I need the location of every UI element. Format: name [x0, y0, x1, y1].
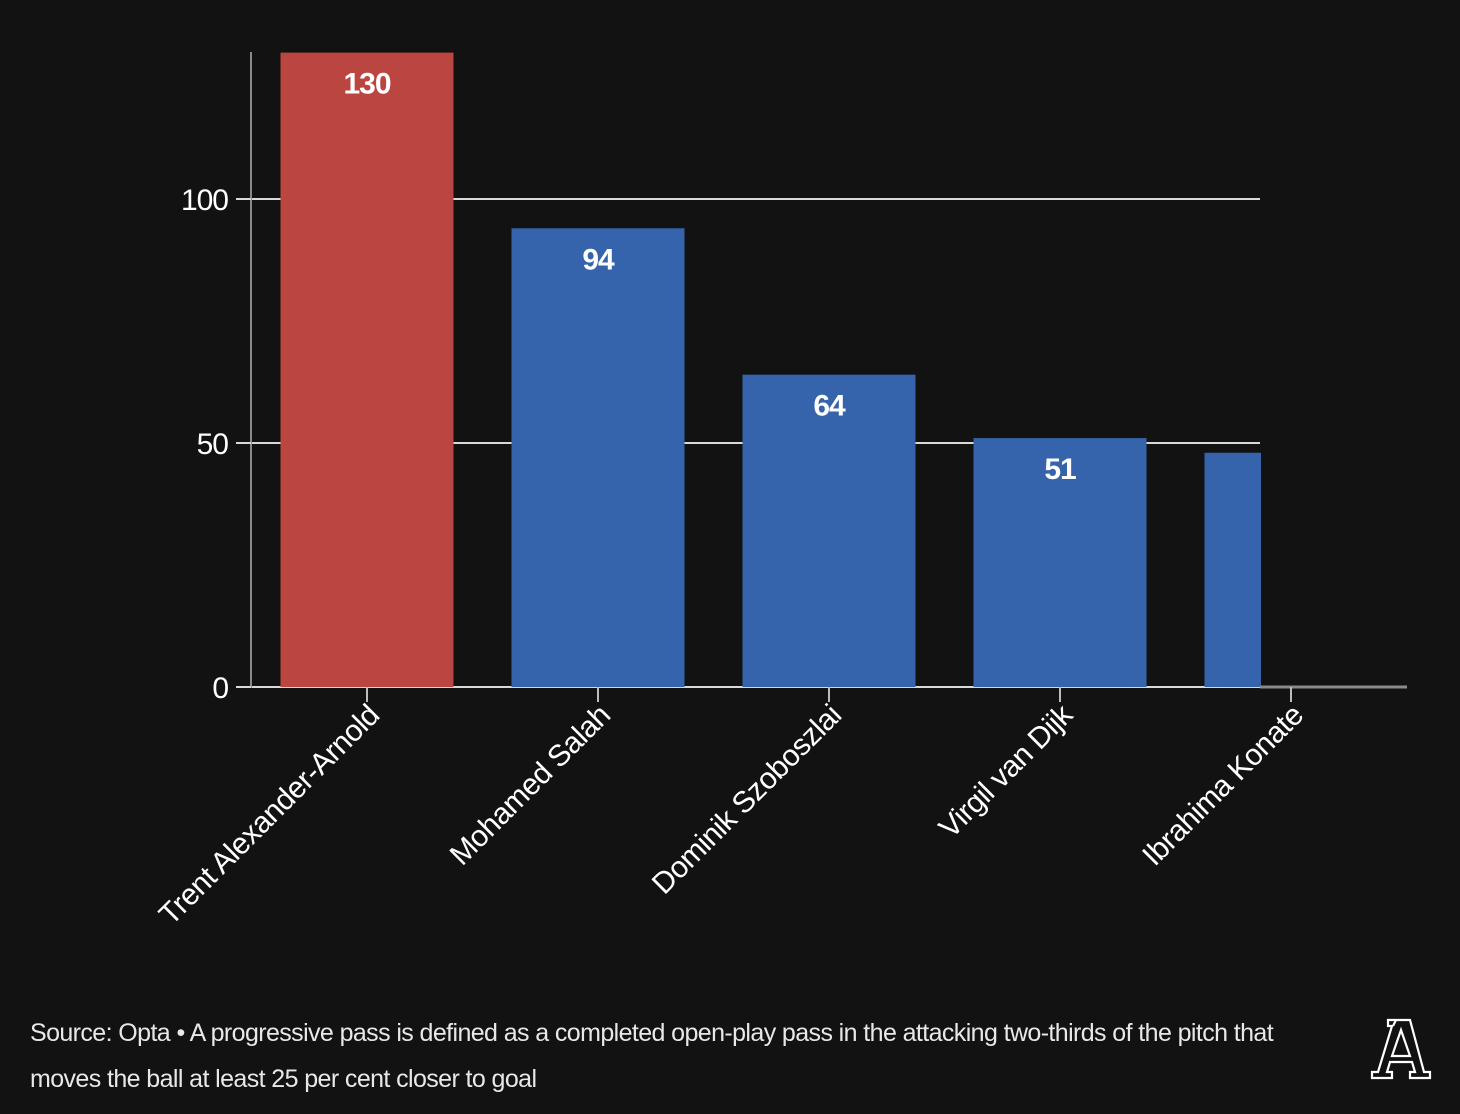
- bar-value-label: 64: [813, 390, 846, 423]
- x-tick-labels: Trent Alexander-Arnold Mohamed Salah Domin…: [153, 698, 1310, 932]
- bar-value-label: 51: [1044, 453, 1076, 486]
- the-athletic-logo-icon: [1370, 1018, 1432, 1080]
- bar-value-labels: 130 94 64 51: [343, 68, 1077, 487]
- x-category-label: Mohamed Salah: [444, 699, 617, 872]
- y-tick-label: 50: [197, 428, 229, 461]
- bar: [973, 438, 1147, 687]
- bar-value-label: 94: [582, 243, 615, 276]
- x-category-label: Dominik Szoboszlai: [646, 699, 848, 901]
- bar-chart: 0 50 100 Trent Alexander-Arnold Mohamed Sal…: [153, 52, 1407, 932]
- source-footnote: Source: Opta • A progressive pass is def…: [30, 1019, 1274, 1093]
- x-category-label: Trent Alexander-Arnold: [153, 699, 386, 932]
- y-tick-labels: 0 50 100: [181, 184, 229, 705]
- y-tick-label: 0: [212, 672, 228, 705]
- bar: [280, 52, 454, 688]
- x-category-label: Virgil van Dijk: [933, 698, 1080, 845]
- bar-value-label: 130: [343, 68, 390, 101]
- axes: [236, 52, 1407, 702]
- bars: [280, 52, 1261, 688]
- bar: [742, 374, 916, 687]
- bar: [1204, 452, 1261, 687]
- x-category-label: Ibrahima Konate: [1136, 699, 1310, 873]
- y-tick-label: 100: [181, 184, 228, 217]
- bar: [511, 228, 685, 687]
